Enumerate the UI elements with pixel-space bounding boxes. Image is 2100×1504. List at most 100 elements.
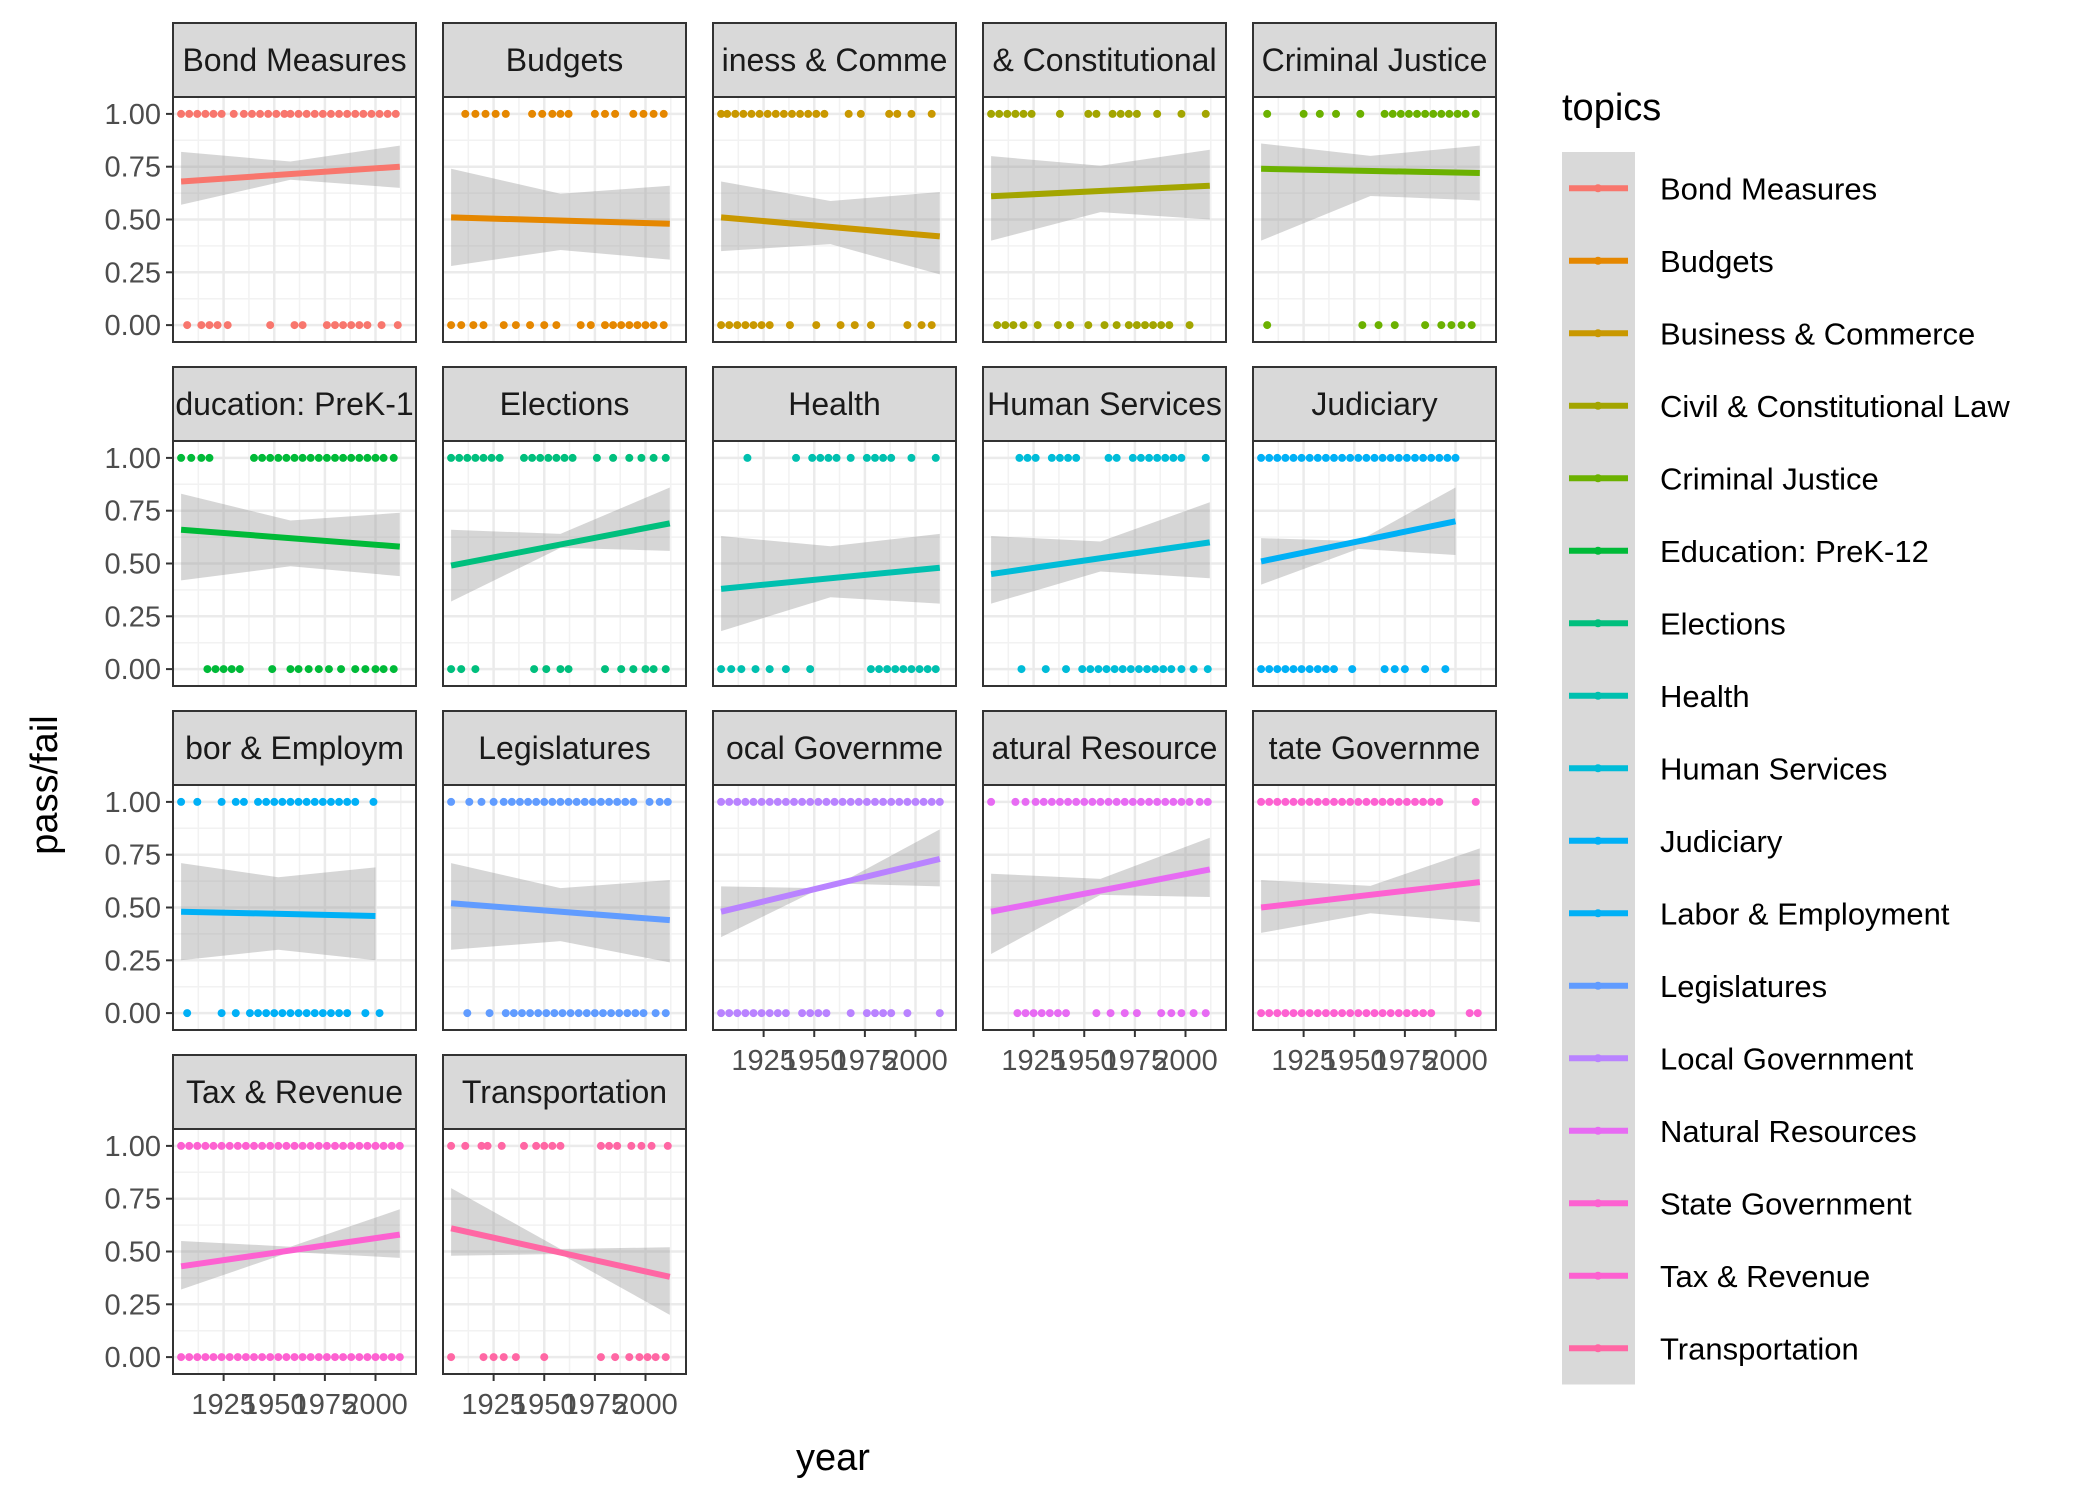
panel-border xyxy=(442,440,687,687)
data-point-pass xyxy=(461,1141,470,1150)
data-point-fail xyxy=(457,321,466,330)
data-point-fail xyxy=(310,1009,319,1018)
data-point-fail xyxy=(1143,665,1152,674)
data-point-pass xyxy=(1378,453,1387,462)
data-point-fail xyxy=(1102,665,1111,674)
data-point-pass xyxy=(987,109,996,118)
data-point-pass xyxy=(1153,797,1162,806)
data-point-fail xyxy=(812,321,821,330)
data-point-fail xyxy=(479,1353,488,1362)
data-point-fail xyxy=(871,1009,879,1018)
data-point-pass xyxy=(1128,797,1137,806)
data-point-fail xyxy=(1273,665,1282,674)
data-point-fail xyxy=(625,1353,634,1362)
data-point-fail xyxy=(1045,1009,1054,1018)
data-point-pass xyxy=(911,797,920,806)
facet-panel-elections: Elections xyxy=(442,366,687,687)
data-point-fail xyxy=(1289,665,1298,674)
data-point-pass xyxy=(812,109,821,118)
data-point-fail xyxy=(552,321,561,330)
data-point-fail xyxy=(1297,1009,1306,1018)
data-point-fail xyxy=(1100,321,1109,330)
data-point-pass xyxy=(532,1141,541,1150)
data-point-pass xyxy=(927,797,936,806)
data-point-fail xyxy=(617,321,626,330)
data-point-pass xyxy=(856,109,865,118)
data-point-pass xyxy=(497,1141,506,1150)
facet-strip xyxy=(982,710,1227,786)
data-point-pass xyxy=(1096,797,1105,806)
data-point-pass xyxy=(524,797,533,806)
panel-border xyxy=(712,784,957,1031)
data-point-pass xyxy=(1257,453,1266,462)
data-point-fail xyxy=(213,321,222,330)
data-point-fail xyxy=(203,665,212,674)
data-point-pass xyxy=(1084,109,1093,118)
data-point-fail xyxy=(556,665,565,674)
data-point-fail xyxy=(286,665,295,674)
y-tick-label: 0.00 xyxy=(105,654,161,686)
data-point-fail xyxy=(765,665,774,674)
data-point-pass xyxy=(792,453,801,462)
x-tick-label: 2000 xyxy=(883,1045,948,1077)
data-point-fail xyxy=(1358,321,1367,330)
data-point-pass xyxy=(1015,453,1024,462)
data-point-fail xyxy=(1019,321,1028,330)
legend-label: Bond Measures xyxy=(1660,171,1877,206)
data-point-pass xyxy=(1427,797,1436,806)
data-point-pass xyxy=(844,109,853,118)
data-point-pass xyxy=(231,797,240,806)
data-point-pass xyxy=(931,453,940,462)
data-point-pass xyxy=(1203,797,1212,806)
data-point-fail xyxy=(741,1009,750,1018)
facet-strip-label: ocal Governme xyxy=(726,730,943,766)
data-point-pass xyxy=(371,1141,380,1150)
data-point-pass xyxy=(1370,797,1379,806)
data-point-fail xyxy=(1419,1009,1428,1018)
data-point-fail xyxy=(1265,1009,1274,1018)
data-point-fail xyxy=(643,1353,652,1362)
facet-strip xyxy=(172,1054,417,1130)
y-tick-label: 0.75 xyxy=(105,840,161,872)
data-point-fail xyxy=(223,321,232,330)
data-point-fail xyxy=(183,1009,192,1018)
y-tick-label: 0.75 xyxy=(105,1184,161,1216)
data-point-fail xyxy=(727,665,736,674)
data-point-fail xyxy=(1086,665,1095,674)
data-point-fail xyxy=(1124,321,1133,330)
data-point-fail xyxy=(785,321,794,330)
data-point-pass xyxy=(193,109,202,118)
data-point-pass xyxy=(1153,109,1162,118)
data-point-pass xyxy=(331,1141,339,1150)
data-point-fail xyxy=(765,321,774,330)
data-point-fail xyxy=(534,1009,543,1018)
data-point-pass xyxy=(371,453,380,462)
data-point-fail xyxy=(1354,1009,1363,1018)
data-point-fail xyxy=(846,1009,855,1018)
data-point-pass xyxy=(229,109,238,118)
data-point-fail xyxy=(1421,321,1430,330)
data-point-pass xyxy=(447,453,456,462)
data-point-pass xyxy=(747,109,756,118)
data-point-pass xyxy=(294,109,303,118)
data-point-pass xyxy=(765,797,774,806)
data-point-fail xyxy=(540,321,549,330)
data-point-pass xyxy=(286,109,295,118)
data-point-pass xyxy=(1378,797,1387,806)
data-point-pass xyxy=(560,453,569,462)
data-point-pass xyxy=(1453,109,1462,118)
data-point-pass xyxy=(540,797,549,806)
data-point-fail xyxy=(302,1009,311,1018)
trend-line xyxy=(720,214,941,240)
data-point-fail xyxy=(485,1009,494,1018)
data-point-fail xyxy=(1177,665,1186,674)
data-point-fail xyxy=(1094,665,1103,674)
data-point-pass xyxy=(278,797,287,806)
data-point-fail xyxy=(1447,321,1456,330)
data-point-fail xyxy=(282,1353,291,1362)
data-point-pass xyxy=(1031,797,1040,806)
confidence-band xyxy=(451,168,670,266)
trend-line xyxy=(181,908,376,919)
confidence-band xyxy=(1261,848,1480,933)
data-point-pass xyxy=(1386,797,1395,806)
